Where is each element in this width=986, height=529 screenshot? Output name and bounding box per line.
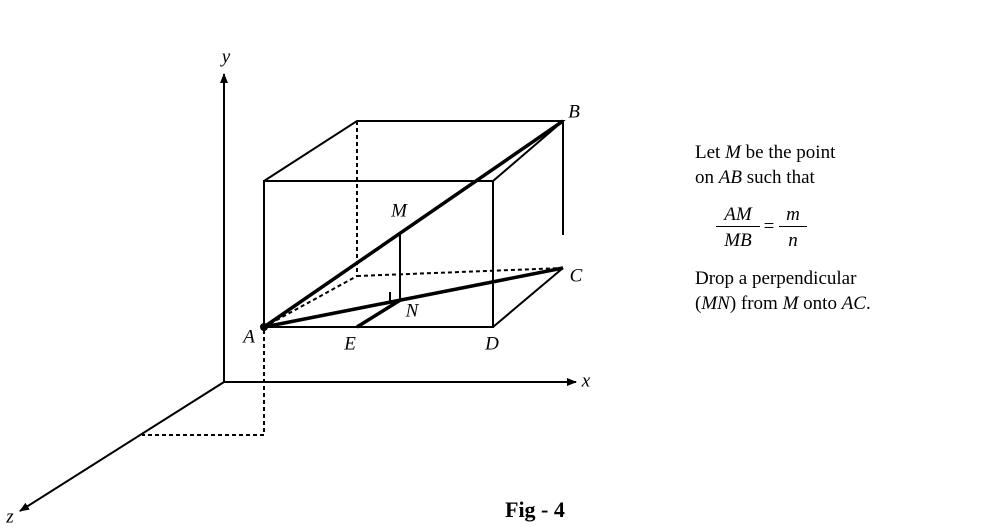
note-line: Let M be the point: [695, 140, 835, 165]
point-label: C: [570, 265, 583, 286]
text: on: [695, 167, 719, 188]
text: M: [725, 142, 741, 163]
point-label: N: [405, 300, 420, 321]
text: .: [865, 293, 871, 314]
numerator: m: [779, 204, 807, 227]
text: AC: [841, 293, 866, 314]
equals: =: [763, 216, 775, 237]
text: MN: [701, 293, 730, 314]
hidden-edge: [263, 275, 358, 328]
numerator: AM: [716, 204, 760, 227]
text: M: [782, 293, 799, 314]
point-label: E: [343, 333, 356, 354]
axis-label: z: [5, 506, 14, 527]
denominator: MB: [724, 230, 752, 251]
point-label: B: [568, 101, 580, 122]
text: be the point: [740, 142, 836, 163]
text: ) from: [729, 293, 783, 314]
text: such that: [741, 167, 815, 188]
text: AB: [718, 167, 742, 188]
edge: [492, 267, 564, 328]
axis-label: y: [220, 46, 231, 67]
z-axis: [19, 381, 225, 512]
line-ab: [263, 119, 564, 329]
front-face: [263, 180, 494, 328]
denominator: n: [788, 230, 798, 251]
top-face: [263, 120, 566, 182]
hidden-edge: [356, 267, 564, 277]
note-line: (MN) from M onto AC.: [695, 291, 871, 316]
text: onto: [798, 293, 842, 314]
projection: [142, 330, 265, 436]
point-label: D: [484, 333, 499, 354]
note-line: on AB such that: [695, 165, 815, 190]
line-ac: [263, 266, 564, 329]
point-a: [260, 323, 268, 331]
caption: Fig - 4: [505, 497, 565, 522]
note-line: Drop a perpendicular: [695, 266, 856, 291]
text: Let: [695, 142, 726, 163]
axis-label: x: [581, 370, 591, 391]
point-label: A: [241, 326, 255, 347]
line-en: [356, 297, 403, 329]
text: (: [695, 293, 702, 314]
point-label: M: [390, 200, 408, 221]
right-angle: [389, 292, 400, 302]
text: Drop a perpendicular: [695, 268, 857, 289]
